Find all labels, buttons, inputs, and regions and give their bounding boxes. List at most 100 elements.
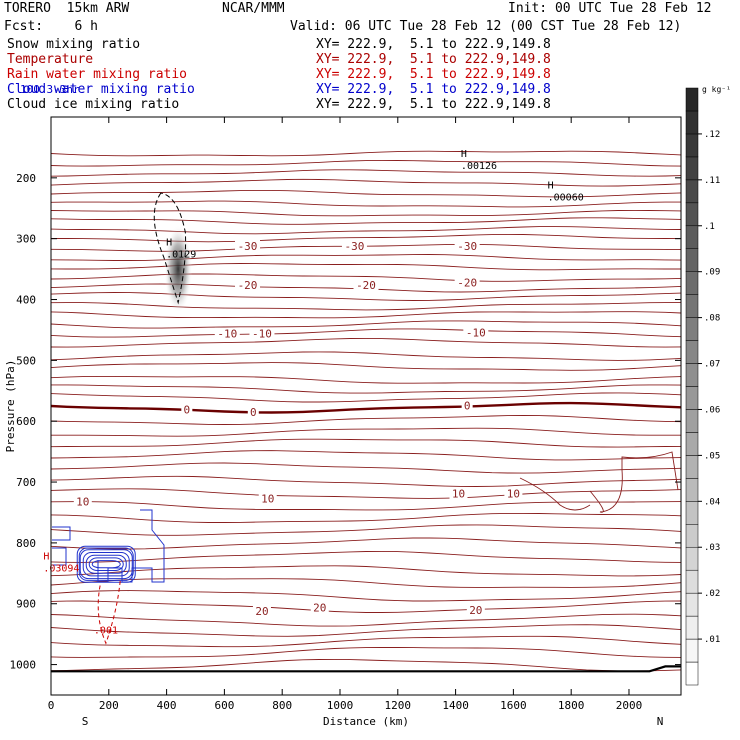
isotherm: [50, 263, 681, 271]
temp-label-bg: [504, 487, 523, 500]
isotherm: [50, 600, 682, 613]
colorbar-segment: [685, 546, 699, 571]
colorbar-tick-label: .06: [704, 405, 720, 415]
temp-label: 0: [250, 406, 257, 419]
max-value: .03094: [43, 564, 79, 575]
colorbar-segment: [685, 340, 699, 364]
colorbar-segment: [685, 110, 699, 135]
isotherm: [50, 159, 682, 167]
temp-label: 10: [261, 492, 274, 505]
colorbar-segment: [685, 638, 699, 663]
y-tick-label: 200: [16, 172, 36, 185]
isotherm: [51, 427, 681, 437]
max-value: .00060: [548, 192, 584, 203]
temp-label: -20: [457, 276, 477, 289]
field-xy-temperature: XY= 222.9, 5.1 to 222.9,149.8: [316, 52, 551, 67]
isotherm: [50, 254, 682, 261]
isotherm: [50, 658, 682, 672]
colorbar-tick-label: .12: [704, 130, 720, 140]
cloud-ice-contour: [153, 192, 187, 305]
colorbar-segment: [685, 363, 699, 387]
isotherm: [50, 501, 682, 511]
colorbar-segment: [685, 432, 699, 456]
endpoint-left: S: [82, 715, 89, 728]
temp-label-bg: [461, 399, 473, 412]
y-tick-label: 700: [16, 476, 36, 489]
x-tick-label: 2000: [616, 699, 643, 712]
y-tick-label: 900: [16, 598, 36, 611]
colorbar-segment: [685, 409, 699, 433]
temp-label-bg: [466, 603, 485, 616]
colorbar-segment: [685, 592, 699, 617]
temp-label-bg: [214, 327, 240, 340]
field-label-temperature: Temperature: [7, 52, 94, 67]
y-tick-label: 500: [16, 354, 36, 367]
colorbar-segment: [685, 225, 699, 249]
isotherm: [50, 537, 682, 550]
center-title: NCAR/MMM: [222, 1, 285, 16]
y-tick-label: 300: [16, 233, 36, 246]
field-label-cloud-ice: Cloud ice mixing ratio: [7, 97, 180, 112]
forecast-hour: Fcst: 6 h: [4, 19, 98, 34]
colorbar-tick-label: .08: [704, 314, 720, 324]
isotherm: [51, 384, 682, 394]
isotherm: [50, 550, 682, 563]
colorbar-tick-label: .11: [704, 176, 720, 186]
temp-label: -20: [356, 279, 376, 292]
temp-label-bg: [310, 601, 329, 614]
temp-label-bg: [247, 406, 259, 419]
colorbar-tick-label: .05: [704, 451, 720, 461]
colorbar-segment: [685, 501, 699, 525]
cloud-water-contour: [78, 547, 134, 581]
isotherm: [50, 613, 682, 627]
x-tick-label: 1000: [327, 699, 354, 712]
y-tick-label: 1000: [10, 659, 37, 672]
x-tick-label: 200: [99, 699, 119, 712]
colorbar-segment: [685, 317, 699, 341]
colorbar-segment: [685, 569, 699, 594]
x-tick-label: 1400: [442, 699, 469, 712]
colorbar-tick-label: .09: [704, 268, 720, 278]
colorbar-tick-label: .07: [704, 360, 720, 370]
valid-time: Valid: 06 UTC Tue 28 Feb 12 (00 CST Tue …: [290, 19, 682, 34]
endpoint-right: N: [657, 715, 664, 728]
isotherm: [50, 488, 682, 499]
isotherm: [50, 311, 682, 319]
plot-frame: [50, 116, 682, 696]
plot-area: [51, 117, 681, 695]
colorbar-segment: [685, 478, 699, 502]
extra-annotation: 100 3-3hr: [20, 83, 80, 96]
cloud-water-contour: [79, 549, 133, 580]
isotherm-bump: [519, 477, 591, 511]
temp-label: -30: [238, 240, 258, 253]
temp-label: -20: [238, 279, 258, 292]
temp-label: 10: [76, 496, 89, 509]
y-tick-label: 400: [16, 294, 36, 307]
colorbar-segment: [685, 133, 699, 158]
temp-label-bg: [235, 278, 261, 291]
isotherm: [50, 320, 682, 329]
temp-label: -30: [345, 240, 365, 253]
field-xy-rain: XY= 222.9, 5.1 to 222.9,149.8: [316, 67, 551, 82]
isotherm: [50, 462, 682, 474]
isotherm: [50, 178, 682, 187]
colorbar-segment: [685, 179, 699, 204]
isotherm-bump: [589, 451, 679, 513]
temp-label: 0: [464, 399, 471, 412]
field-xy-snow: XY= 222.9, 5.1 to 222.9,149.8: [316, 37, 551, 52]
temp-label-bg: [454, 276, 480, 289]
max-marker: H: [548, 180, 554, 191]
isotherm: [50, 578, 682, 588]
isotherm: [50, 351, 682, 361]
max-marker: H: [166, 238, 172, 249]
max-value: .00126: [461, 161, 497, 172]
x-tick-label: 800: [272, 699, 292, 712]
y-tick-label: 800: [16, 537, 36, 550]
field-xy-cloud-ice: XY= 222.9, 5.1 to 222.9,149.8: [316, 97, 551, 112]
temp-label: 20: [313, 601, 326, 614]
isotherm-zero: [50, 401, 682, 414]
max-value: .001: [94, 626, 118, 637]
temp-label: -10: [252, 328, 272, 341]
max-marker: H: [461, 149, 467, 160]
